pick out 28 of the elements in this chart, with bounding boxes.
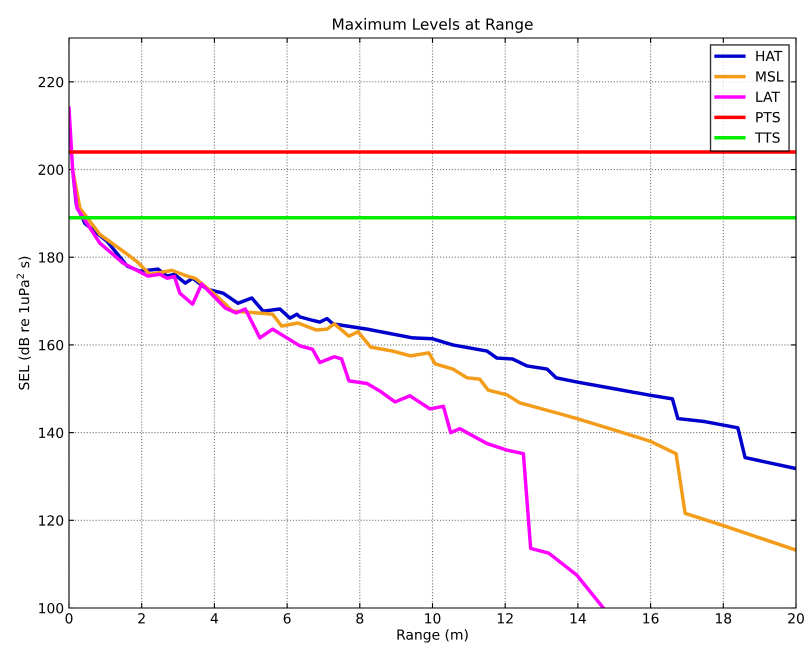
x-tick-label: 4: [210, 613, 218, 624]
x-tick-label: 0: [65, 613, 72, 624]
legend-label: TTS: [754, 132, 780, 143]
x-axis-title: Range (m): [397, 629, 468, 643]
legend-label: HAT: [756, 50, 782, 62]
line-series: [70, 168, 796, 552]
x-tick-label: 2: [138, 613, 145, 624]
x-tick-label: 18: [716, 613, 732, 624]
line-series: [69, 106, 606, 608]
y-tick-label: 200: [38, 164, 64, 176]
y-tick-label: 160: [39, 340, 64, 350]
y-tick-label: 140: [39, 428, 64, 438]
legend-label: LAT: [756, 92, 780, 102]
y-tick-label: 120: [39, 515, 64, 526]
x-tick-label: 12: [498, 613, 513, 624]
x-tick-label: 10: [425, 613, 440, 624]
legend-label: MSL: [756, 71, 784, 82]
chart-title: Maximum Levels at Range: [333, 18, 533, 33]
x-tick-label: 16: [643, 613, 659, 624]
x-tick-label: 6: [284, 613, 291, 624]
y-tick-label: 100: [39, 602, 64, 614]
y-tick-label: 180: [39, 252, 64, 263]
x-tick-label: 8: [356, 613, 364, 624]
x-tick-label: 14: [570, 613, 586, 624]
legend-label: PTS: [756, 112, 780, 122]
x-tick-label: 20: [788, 613, 804, 624]
y-tick-label: 220: [38, 76, 64, 88]
y-axis-title: SEL (dB re 1uPa$^{2}$ s): [16, 256, 31, 390]
